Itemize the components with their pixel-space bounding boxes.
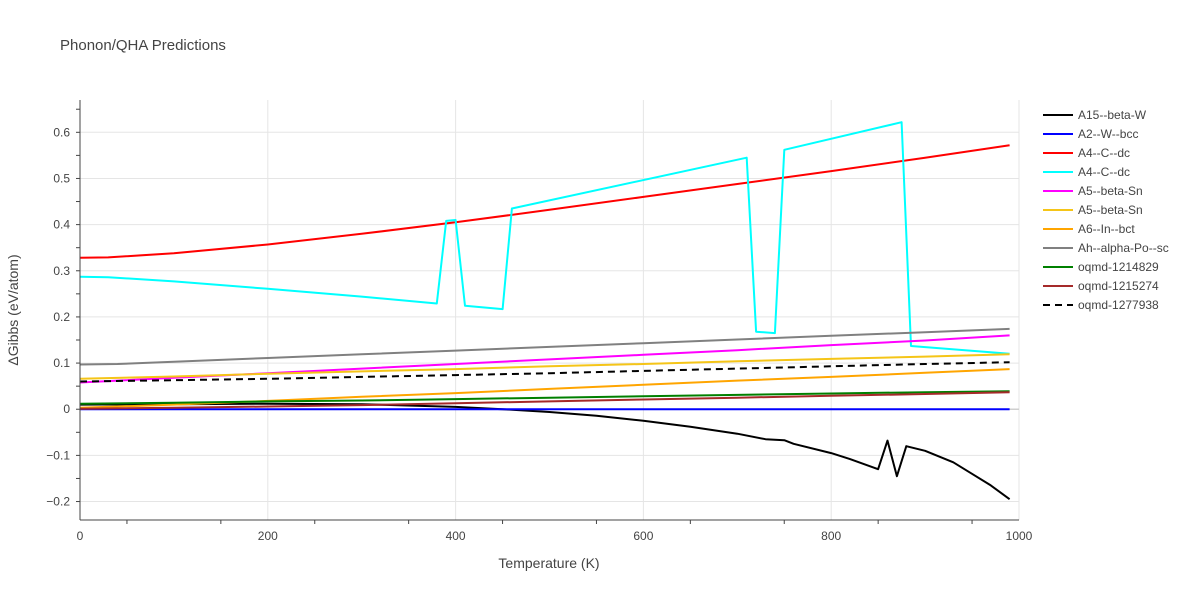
series-line-8	[79, 390, 1010, 405]
series-line-3	[79, 121, 1010, 355]
legend-item-label[interactable]: A6--In--bct	[1078, 222, 1135, 236]
legend-item-label[interactable]: A5--beta-Sn	[1078, 203, 1143, 217]
series-line-7	[79, 327, 1010, 366]
chart-title: Phonon/QHA Predictions	[60, 37, 226, 54]
series-line-5	[79, 353, 1010, 380]
y-tick-label: 0.3	[53, 264, 70, 278]
series-line-0	[79, 402, 1011, 501]
series-line-9	[79, 391, 1010, 410]
series-line-2	[79, 144, 1010, 259]
legend-item-label[interactable]: A4--C--dc	[1078, 146, 1130, 160]
series-line-10	[79, 361, 1010, 383]
legend-item-label[interactable]: oqmd-1214829	[1078, 260, 1159, 274]
legend-item-label[interactable]: Ah--alpha-Po--sc	[1078, 241, 1169, 255]
legend-item-label[interactable]: A4--C--dc	[1078, 165, 1130, 179]
legend-item-label[interactable]: A15--beta-W	[1078, 108, 1147, 122]
x-axis-title: Temperature (K)	[498, 555, 599, 571]
y-tick-label: 0.6	[53, 125, 70, 139]
y-tick-label: 0.1	[53, 356, 70, 370]
legend: A15--beta-W A2--W--bcc A4--C--dc A4--C--dc A…	[1043, 108, 1169, 312]
y-tick-label: 0.4	[53, 218, 70, 232]
y-tick-label: 0.5	[53, 171, 70, 185]
y-tick-label: 0	[63, 402, 70, 416]
x-tick-label: 800	[821, 529, 841, 543]
x-tick-label: 200	[258, 529, 278, 543]
legend-item-label[interactable]: oqmd-1277938	[1078, 298, 1159, 312]
x-tick-label: 600	[633, 529, 653, 543]
legend-item-label[interactable]: A2--W--bcc	[1078, 127, 1138, 141]
x-tick-label: 0	[77, 529, 84, 543]
y-tick-label: 0.2	[53, 310, 70, 324]
x-tick-label: 400	[446, 529, 466, 543]
grid	[79, 100, 1020, 520]
y-axis-title: ΔGibbs (eV/atom)	[5, 254, 21, 365]
y-tick-label: −0.2	[46, 495, 70, 509]
legend-item-label[interactable]: A5--beta-Sn	[1078, 184, 1143, 198]
x-tick-label: 1000	[1006, 529, 1033, 543]
axes: 0 200 400 600 800 1000 −0.2 −0.1 0 0.1 0.2 0.3 0.4 0.…	[46, 100, 1033, 543]
series-lines	[79, 121, 1011, 501]
y-tick-label: −0.1	[46, 448, 70, 462]
legend-item-label[interactable]: oqmd-1215274	[1078, 279, 1159, 293]
